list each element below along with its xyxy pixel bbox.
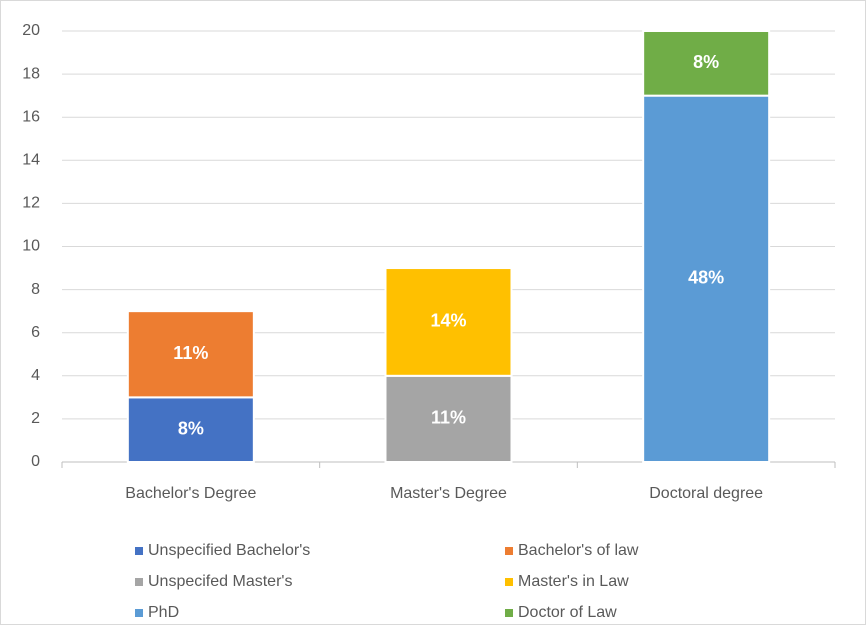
y-tick-label: 0 (31, 453, 40, 470)
x-tick-label: Master's Degree (390, 485, 507, 502)
y-tick-label: 12 (22, 195, 40, 212)
x-tick-label: Bachelor's Degree (125, 485, 256, 502)
legend-label: Unspecifed Master's (148, 573, 292, 590)
bar-segment (126, 310, 255, 399)
y-tick-label: 6 (31, 324, 40, 341)
y-tick-label: 16 (22, 108, 40, 125)
bar-segment (384, 267, 513, 377)
bar-segment (642, 30, 771, 97)
legend-swatch (135, 578, 143, 586)
y-tick-label: 2 (31, 410, 40, 427)
legend-swatch (505, 609, 513, 617)
y-tick-label: 10 (22, 238, 40, 255)
y-tick-label: 14 (22, 152, 40, 169)
legend-label: Bachelor's of law (518, 542, 639, 559)
legend-label: Doctor of Law (518, 604, 617, 621)
y-tick-label: 18 (22, 65, 40, 82)
legend-swatch (505, 578, 513, 586)
bar-segment (384, 374, 513, 463)
data-label: 48% (688, 268, 724, 288)
x-tick-label: Doctoral degree (649, 485, 763, 502)
legend-swatch (505, 547, 513, 555)
bar-segment (642, 94, 771, 464)
legend-label: Master's in Law (518, 573, 629, 590)
data-label: 11% (173, 343, 208, 363)
data-label: 14% (430, 311, 466, 331)
legend-label: PhD (148, 604, 179, 621)
y-tick-label: 20 (22, 22, 40, 39)
data-label: 11% (431, 408, 466, 428)
legend-swatch (135, 547, 143, 555)
y-tick-label: 8 (31, 281, 40, 298)
data-label: 8% (178, 418, 204, 438)
legend-label: Unspecified Bachelor's (148, 542, 310, 559)
y-tick-label: 4 (31, 367, 40, 384)
data-label: 8% (693, 52, 719, 72)
legend-swatch (135, 609, 143, 617)
